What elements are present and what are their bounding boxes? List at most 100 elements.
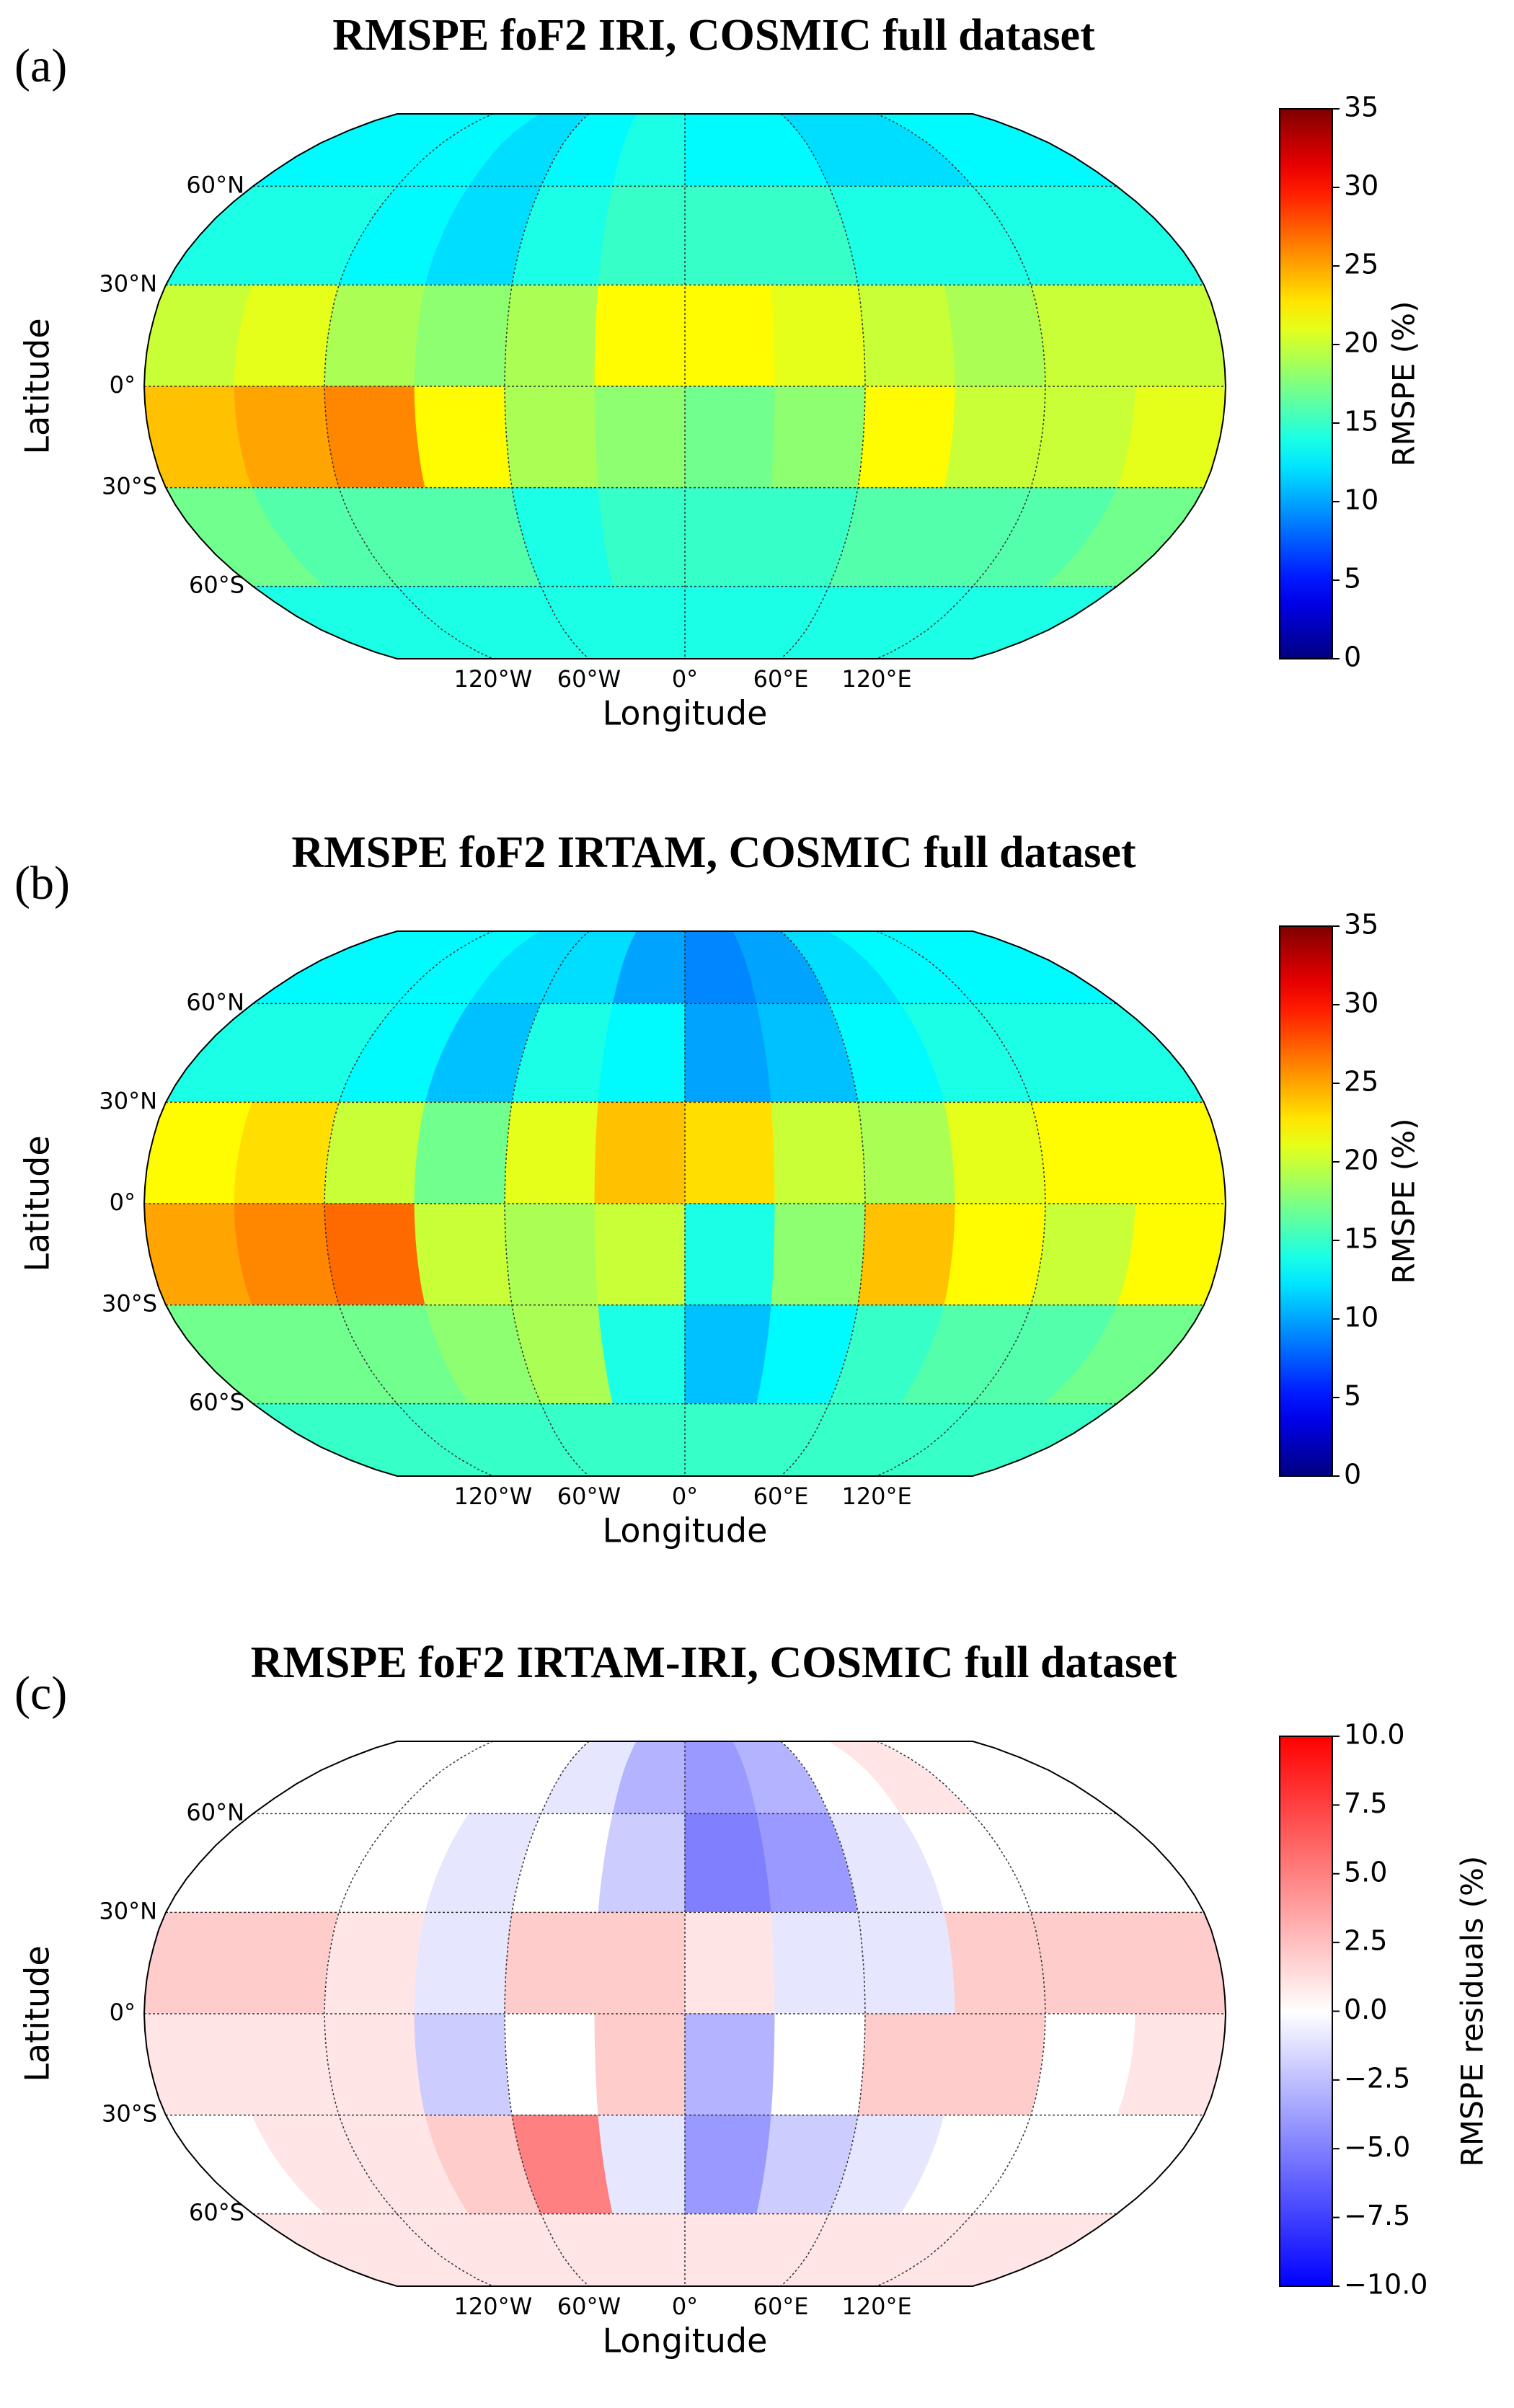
heatmap-cell bbox=[944, 386, 1046, 489]
heatmap-cell bbox=[594, 1203, 686, 1306]
chart-title: RMSPE foF2 IRTAM, COSMIC full dataset bbox=[291, 828, 1136, 877]
x-tick-label: 60°E bbox=[753, 1483, 809, 1510]
x-axis-label: Longitude bbox=[603, 2322, 768, 2360]
heatmap-cell bbox=[324, 386, 426, 489]
y-tick-label: 60°N bbox=[186, 988, 244, 1016]
y-tick-label: 30°N bbox=[99, 270, 157, 297]
heatmap-cell bbox=[414, 2013, 513, 2116]
heatmap-cell bbox=[1030, 386, 1136, 489]
map-outline bbox=[143, 1741, 1227, 2287]
heatmap-cell bbox=[414, 1101, 513, 1204]
colorbar-tick-label: −2.5 bbox=[1344, 2062, 1410, 2094]
grid-line bbox=[504, 1741, 590, 2287]
heatmap-cell bbox=[594, 284, 686, 387]
heatmap-cell bbox=[684, 1101, 776, 1204]
heatmap-cell bbox=[857, 1203, 956, 1306]
y-tick-label: 0° bbox=[110, 371, 136, 399]
heatmap-cell bbox=[1030, 1203, 1136, 1306]
heatmap-cell bbox=[414, 386, 513, 489]
heatmap-cell bbox=[598, 487, 686, 587]
grid-line bbox=[876, 1741, 1046, 2287]
heatmap-cell bbox=[684, 1003, 772, 1103]
x-tick-label: 60°E bbox=[753, 665, 809, 693]
heatmap-cell bbox=[771, 284, 866, 387]
colorbar-tick-label: 10 bbox=[1344, 1302, 1378, 1333]
heatmap-cell bbox=[684, 2115, 772, 2215]
heatmap-cell bbox=[504, 1911, 599, 2014]
heatmap-cell bbox=[1030, 1101, 1136, 1204]
panel: (c) RMSPE foF2 IRTAM-IRI, COSMIC full dat… bbox=[14, 1638, 1490, 2360]
y-tick-label: 60°N bbox=[186, 171, 244, 198]
x-tick-label: 0° bbox=[672, 1483, 698, 1510]
colorbar-tick-label: −5.0 bbox=[1344, 2131, 1410, 2163]
grid-line bbox=[780, 113, 866, 659]
panel: (a) RMSPE foF2 IRI, COSMIC full dataset 60… bbox=[14, 11, 1422, 732]
grid-line bbox=[324, 930, 494, 1477]
x-tick-label: 120°E bbox=[841, 665, 911, 693]
x-tick-label: 60°E bbox=[753, 2293, 809, 2320]
x-tick-label: 120°W bbox=[454, 1483, 533, 1510]
panel: (b) RMSPE foF2 IRTAM, COSMIC full dataset… bbox=[14, 828, 1422, 1550]
heatmap-cell bbox=[1030, 284, 1136, 387]
colorbar-tick-label: 20 bbox=[1344, 1145, 1378, 1176]
grid-line bbox=[876, 113, 1046, 659]
heatmap-cell bbox=[414, 1203, 513, 1306]
x-tick-label: 120°W bbox=[454, 2293, 533, 2320]
y-tick-label: 30°S bbox=[102, 473, 157, 500]
heatmap-cell bbox=[234, 284, 340, 387]
colorbar-tick-label: 5 bbox=[1344, 1380, 1361, 1412]
y-tick-label: 30°N bbox=[99, 1897, 157, 1924]
colorbar-tick-label: 0.0 bbox=[1344, 1994, 1387, 2025]
colorbar-label: RMSPE (%) bbox=[1386, 1119, 1422, 1284]
colorbar-label: RMSPE residuals (%) bbox=[1455, 1856, 1490, 2167]
y-axis-label: Latitude bbox=[18, 318, 57, 454]
colorbar bbox=[1279, 1736, 1333, 2287]
heatmap-cell bbox=[857, 284, 956, 387]
colorbar-tick-label: 35 bbox=[1344, 92, 1378, 123]
grid-line bbox=[876, 930, 1046, 1477]
heatmap-cell bbox=[598, 1003, 686, 1103]
y-tick-label: 60°S bbox=[189, 1389, 244, 1416]
grid-line bbox=[780, 930, 866, 1477]
heatmap-cell bbox=[857, 2013, 956, 2116]
x-axis-label: Longitude bbox=[603, 694, 768, 733]
heatmap-cell bbox=[324, 284, 426, 387]
heatmap-cell bbox=[944, 1203, 1046, 1306]
heatmap-cell bbox=[857, 386, 956, 489]
colorbar-tick-label: −10.0 bbox=[1344, 2269, 1427, 2301]
grid-line bbox=[504, 113, 590, 659]
heatmap-cell bbox=[504, 284, 599, 387]
x-tick-label: 60°W bbox=[557, 2293, 621, 2320]
panel-label: (a) bbox=[14, 40, 67, 92]
y-tick-label: 30°S bbox=[102, 1290, 157, 1318]
colorbar-tick-label: 30 bbox=[1344, 987, 1378, 1019]
heatmap-cell bbox=[414, 284, 513, 387]
heatmap-cell bbox=[684, 487, 772, 587]
y-tick-label: 60°S bbox=[189, 572, 244, 599]
heatmap-cell bbox=[771, 386, 866, 489]
heatmap-cell bbox=[684, 1911, 776, 2014]
colorbar-tick-label: 30 bbox=[1344, 170, 1378, 202]
heatmap-cell bbox=[598, 185, 686, 285]
x-tick-label: 0° bbox=[672, 2293, 698, 2320]
grid-line bbox=[324, 1741, 494, 2287]
x-tick-label: 0° bbox=[672, 665, 698, 693]
y-axis-label: Latitude bbox=[18, 1135, 57, 1271]
colorbar-tick-label: 25 bbox=[1344, 1066, 1378, 1098]
heatmap-cell bbox=[771, 1101, 866, 1204]
heatmap-cell bbox=[684, 2013, 776, 2116]
chart-title: RMSPE foF2 IRI, COSMIC full dataset bbox=[332, 11, 1095, 60]
heatmap-cell bbox=[504, 2013, 599, 2116]
heatmap-cell bbox=[1030, 2013, 1136, 2116]
heatmap-cell bbox=[324, 2013, 426, 2116]
y-tick-label: 0° bbox=[110, 1189, 136, 1216]
heatmap-cell bbox=[594, 1101, 686, 1204]
heatmap-cell bbox=[684, 1203, 776, 1306]
y-tick-label: 30°N bbox=[99, 1087, 157, 1114]
panel-label: (b) bbox=[14, 857, 70, 910]
y-axis-label: Latitude bbox=[18, 1945, 57, 2082]
heatmap-cell bbox=[944, 1101, 1046, 1204]
panel-label: (c) bbox=[14, 1667, 67, 1720]
colorbar-tick-label: 35 bbox=[1344, 909, 1378, 941]
